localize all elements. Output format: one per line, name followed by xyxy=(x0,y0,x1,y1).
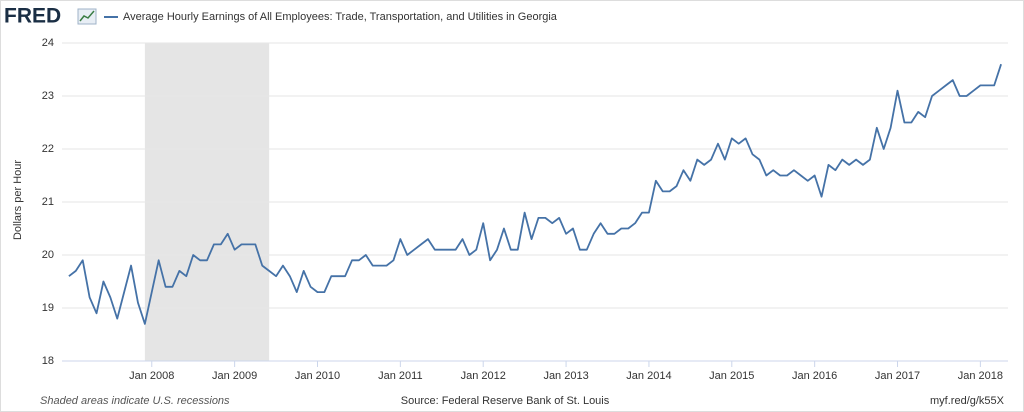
y-tick-label: 20 xyxy=(42,249,54,261)
y-tick-label: 24 xyxy=(42,37,54,49)
y-axis-label: Dollars per Hour xyxy=(12,160,24,240)
x-tick-label: Jan 2018 xyxy=(958,370,1003,382)
url: myf.red/g/k55X xyxy=(930,395,1005,407)
y-tick-label: 19 xyxy=(42,302,54,314)
y-tick-label: 22 xyxy=(42,143,54,155)
x-tick-label: Jan 2009 xyxy=(212,370,257,382)
x-tick-label: Jan 2013 xyxy=(543,370,588,382)
note: Shaded areas indicate U.S. recessions xyxy=(40,395,230,407)
x-tick-label: Jan 2011 xyxy=(378,370,422,382)
x-tick-label: Jan 2017 xyxy=(875,370,920,382)
logo-icon xyxy=(77,8,97,25)
y-tick-label: 18 xyxy=(42,355,54,367)
x-tick-label: Jan 2012 xyxy=(461,370,506,382)
x-tick-label: Jan 2010 xyxy=(295,370,340,382)
x-tick-label: Jan 2016 xyxy=(792,370,837,382)
legend-label: Average Hourly Earnings of All Employees… xyxy=(123,11,558,23)
source: Source: Federal Reserve Bank of St. Loui… xyxy=(401,395,610,407)
y-tick-label: 21 xyxy=(42,196,54,208)
logo: FRED xyxy=(4,5,61,28)
data-line xyxy=(68,63,1002,325)
x-tick-label: Jan 2014 xyxy=(626,370,671,382)
y-tick-label: 23 xyxy=(42,90,54,102)
x-tick-label: Jan 2015 xyxy=(709,370,754,382)
x-tick-label: Jan 2008 xyxy=(129,370,174,382)
